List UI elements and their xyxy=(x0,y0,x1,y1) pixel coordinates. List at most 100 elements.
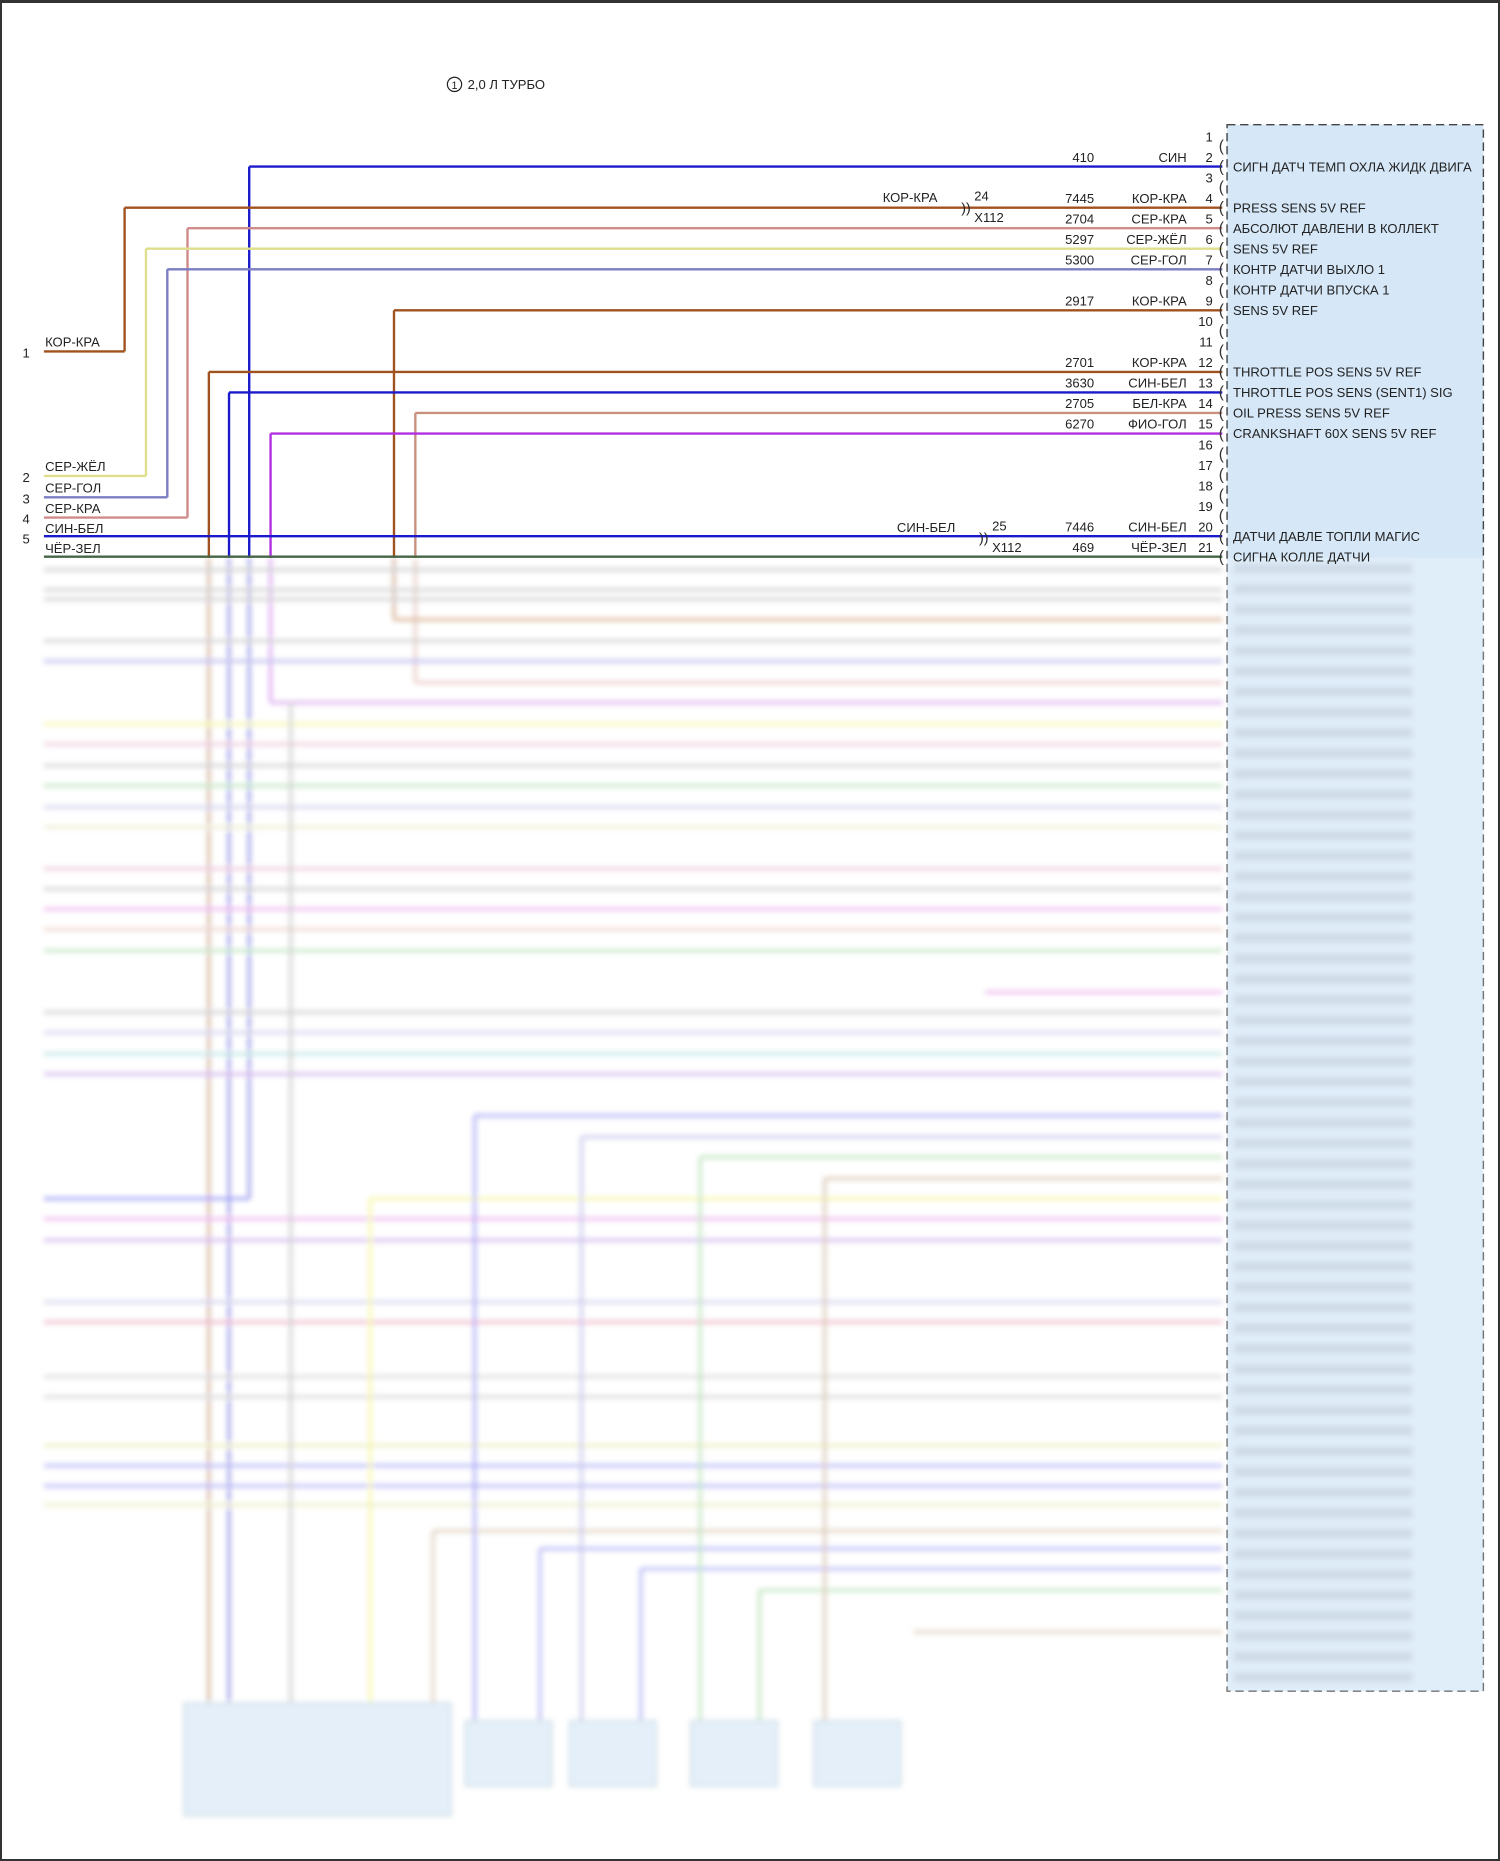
blurred-function-text xyxy=(1234,1035,1413,1046)
blurred-function-text xyxy=(1234,1569,1413,1580)
blurred-function-text xyxy=(1234,1200,1413,1210)
pin-function-label: СИГН ДАТЧ ТЕМП ОХЛА ЖИДК ДВИГА xyxy=(1233,159,1472,174)
pin-function-label: КОНТР ДАТЧИ ВПУСКА 1 xyxy=(1233,283,1389,298)
wire-color-label: СЕР-ГОЛ xyxy=(1131,253,1187,268)
blurred-function-text xyxy=(1234,769,1413,779)
blurred-function-text xyxy=(1234,974,1413,984)
blurred-function-text xyxy=(1234,748,1413,759)
pin-function-label: АБСОЛЮТ ДАВЛЕНИ В КОЛЛЕКТ xyxy=(1233,221,1439,236)
blurred-function-text xyxy=(1234,1549,1413,1559)
circuit-number: 5300 xyxy=(1065,253,1094,268)
blurred-function-text xyxy=(1234,1118,1413,1128)
inline-connector-pin: 25 xyxy=(992,519,1007,534)
pin-socket-icon: ( xyxy=(1219,302,1225,319)
blurred-function-text xyxy=(1234,563,1413,574)
blur-haze xyxy=(2,557,1498,1859)
wire-color-label: СЕР-ЖЁЛ xyxy=(1126,232,1187,247)
blurred-function-text xyxy=(1234,1056,1413,1067)
wire-color-label: СЕР-КРА xyxy=(1131,211,1187,226)
pin-socket-icon: ( xyxy=(1219,282,1225,299)
blurred-function-text xyxy=(1234,604,1413,615)
inline-connector-icon: )) xyxy=(979,530,988,546)
pin-number: 10 xyxy=(1198,314,1213,329)
left-terminal-number: 3 xyxy=(23,491,30,506)
blurred-function-text xyxy=(1234,1077,1413,1087)
blurred-function-text xyxy=(1234,1282,1413,1292)
wire-color-label: КОР-КРА xyxy=(1132,355,1187,370)
pin-socket-icon: ( xyxy=(1219,466,1225,483)
left-terminal-number: 5 xyxy=(23,532,30,547)
blurred-function-text xyxy=(1234,1179,1413,1190)
circuit-number: 2705 xyxy=(1065,396,1094,411)
blurred-function-text xyxy=(1234,645,1413,656)
blurred-function-text xyxy=(1234,810,1413,820)
blurred-function-text xyxy=(1234,1385,1413,1395)
pin-socket-icon: ( xyxy=(1219,240,1225,257)
pin-number: 14 xyxy=(1198,396,1213,411)
blurred-function-text xyxy=(1234,1426,1413,1436)
pin-number: 16 xyxy=(1198,437,1213,452)
wire-color-label: СИН xyxy=(1158,150,1186,165)
variant-marker-number: 1 xyxy=(452,80,458,92)
wire-color-label: ФИО-ГОЛ xyxy=(1128,417,1187,432)
blurred-function-text xyxy=(1234,1446,1413,1457)
pin-socket-icon: ( xyxy=(1219,425,1225,442)
pin-function-label: PRESS SENS 5V REF xyxy=(1233,200,1366,215)
pin-function-label: SENS 5V REF xyxy=(1233,303,1318,318)
blurred-function-text xyxy=(1234,933,1413,943)
pin-number: 3 xyxy=(1206,170,1213,185)
pin-function-label: СИГНА КОЛЛЕ ДАТЧИ xyxy=(1233,549,1370,564)
pin-socket-icon: ( xyxy=(1219,220,1225,237)
blurred-function-text xyxy=(1234,1467,1413,1477)
inline-connector-id: X112 xyxy=(992,540,1022,555)
blurred-function-text xyxy=(1234,1651,1413,1662)
inline-connector-id: X112 xyxy=(974,210,1004,225)
blurred-component-box xyxy=(183,1702,452,1817)
blurred-function-text xyxy=(1234,625,1413,635)
pin-socket-icon: ( xyxy=(1219,199,1225,216)
pin-function-label: КОНТР ДАТЧИ ВЫХЛО 1 xyxy=(1233,262,1385,277)
blurred-function-text xyxy=(1234,1138,1413,1149)
pin-number: 1 xyxy=(1206,129,1213,144)
blurred-function-text xyxy=(1234,707,1413,718)
blurred-function-text xyxy=(1234,1672,1413,1682)
blurred-function-text xyxy=(1234,1159,1413,1169)
blurred-function-text xyxy=(1234,1220,1413,1231)
wire-color-label: КОР-КРА xyxy=(1132,191,1187,206)
pin-function-label: THROTTLE POS SENS 5V REF xyxy=(1233,365,1422,380)
pin-number: 17 xyxy=(1198,458,1213,473)
blurred-function-text xyxy=(1234,1508,1413,1518)
variant-marker-circle xyxy=(446,76,463,93)
blurred-sensor-box xyxy=(690,1720,778,1787)
blurred-function-text xyxy=(1234,1015,1413,1025)
blurred-sensor-box xyxy=(813,1720,902,1787)
circuit-number: 2701 xyxy=(1065,355,1094,370)
pin-number: 13 xyxy=(1198,376,1213,391)
left-terminal-number: 2 xyxy=(23,470,30,485)
blurred-function-text xyxy=(1234,1241,1413,1251)
left-terminal-color: ЧЁР-ЗЕЛ xyxy=(45,541,101,556)
pin-number: 8 xyxy=(1206,273,1213,288)
pin-socket-icon: ( xyxy=(1219,548,1225,565)
pin-number: 9 xyxy=(1206,294,1213,309)
pin-number: 7 xyxy=(1206,253,1213,268)
pin-function-label: SENS 5V REF xyxy=(1233,241,1318,256)
blurred-function-text xyxy=(1234,728,1413,738)
blurred-function-text xyxy=(1234,686,1413,697)
wire-color-label: БЕЛ-КРА xyxy=(1132,396,1187,411)
wire-color-label: СИН-БЕЛ xyxy=(1128,376,1186,391)
blurred-function-text xyxy=(1234,1610,1413,1621)
pin-socket-icon: ( xyxy=(1219,138,1225,155)
inline-wire-color: СИН-БЕЛ xyxy=(897,520,955,535)
pin-function-label: CRANKSHAFT 60X SENS 5V REF xyxy=(1233,426,1437,441)
pin-socket-icon: ( xyxy=(1219,323,1225,340)
pin-number: 11 xyxy=(1199,335,1213,350)
blurred-function-text xyxy=(1234,1528,1413,1539)
inline-connector-pin: 24 xyxy=(974,189,989,204)
blurred-function-text xyxy=(1234,1590,1413,1600)
blurred-function-text xyxy=(1234,1364,1413,1374)
pin-socket-icon: ( xyxy=(1219,528,1225,545)
left-terminal-color: СЕР-ГОЛ xyxy=(45,481,101,496)
